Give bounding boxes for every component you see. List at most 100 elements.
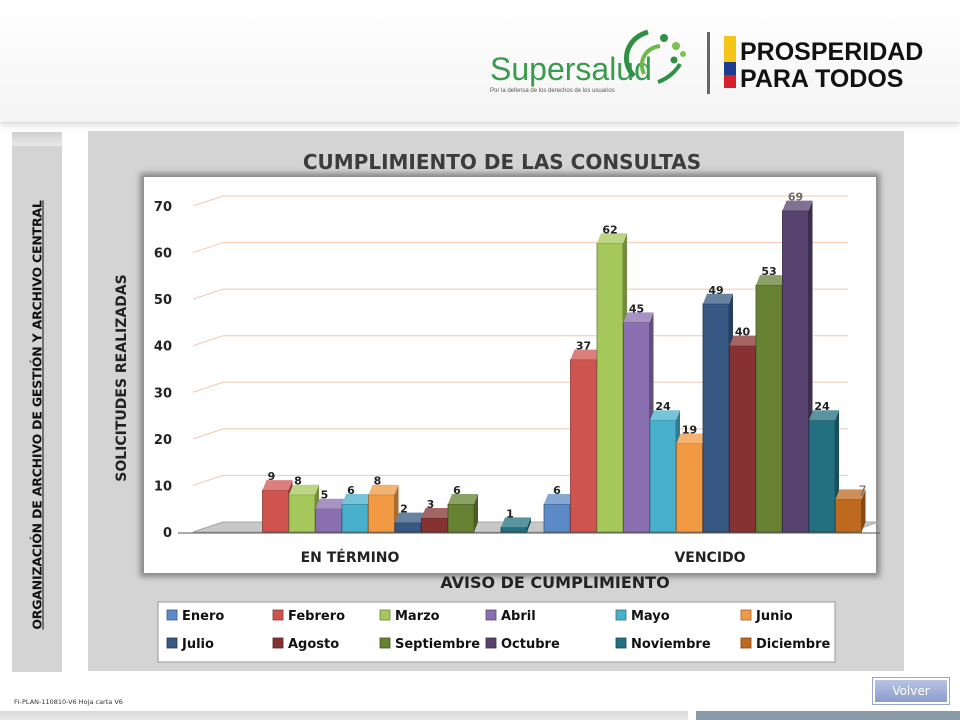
y-tick-label: 60 — [154, 247, 172, 262]
data-label: 2 — [400, 503, 408, 516]
bar-top — [368, 484, 399, 495]
chart-panel: CUMPLIMIENTO DE LAS CONSULTAS SOLICITUDE… — [88, 131, 904, 671]
bar-side — [861, 489, 866, 532]
data-label: 3 — [427, 498, 435, 511]
bar-junio-en-termino — [368, 484, 399, 533]
legend-swatch — [272, 637, 284, 649]
x-tick-labels: EN TÉRMINO VENCIDO — [301, 549, 746, 566]
y-tick-label: 20 — [154, 433, 172, 448]
bar-top — [756, 275, 786, 286]
x-tick-label: EN TÉRMINO — [301, 549, 400, 566]
legend-swatch — [166, 609, 178, 621]
data-label: 6 — [553, 484, 561, 497]
legend-item-mayo: Mayo — [615, 609, 670, 624]
legend-item-junio: Junio — [740, 609, 793, 624]
bar-front — [782, 210, 809, 533]
legend-swatch — [740, 609, 752, 621]
legend-swatch — [615, 609, 627, 621]
legend-item-marzo: Marzo — [379, 609, 440, 624]
data-label: 8 — [374, 475, 382, 488]
y-tick-label: 50 — [154, 293, 172, 308]
data-label: 40 — [735, 326, 751, 339]
bar-top — [729, 335, 760, 346]
bar-front — [755, 284, 783, 533]
legend-box — [157, 601, 836, 663]
bar-front — [676, 443, 703, 533]
bar-top — [650, 410, 680, 421]
bar-enero-vencido — [543, 494, 574, 533]
bar-top — [448, 494, 478, 505]
legend-label: Mayo — [631, 609, 670, 624]
bar-front — [288, 494, 316, 533]
bar-septiembre-vencido — [755, 275, 786, 533]
y-tick-label: 40 — [154, 340, 172, 355]
gridline — [192, 242, 848, 254]
legend-label: Septiembre — [395, 637, 480, 652]
legend-swatch — [166, 637, 178, 649]
bar-abril-en-termino — [315, 498, 346, 533]
x-tick-label: VENCIDO — [674, 550, 745, 566]
supersalud-logo-tagline: Por la defensa de los derechos de los us… — [490, 88, 615, 94]
bars — [262, 200, 866, 533]
data-label: 6 — [453, 484, 461, 497]
bar-front — [808, 419, 836, 533]
bar-front — [729, 345, 756, 533]
bar-top — [544, 494, 574, 505]
legend-label: Enero — [182, 609, 224, 624]
bar-marzo-vencido — [596, 233, 627, 533]
prosperidad-logo: PROSPERIDAD PARA TODOS — [724, 36, 923, 93]
bar-julio-vencido — [702, 293, 733, 533]
bar-noviembre-en-termino — [500, 517, 531, 533]
data-label: 1 — [506, 507, 514, 520]
bar-top — [597, 233, 627, 244]
legend: Enero Febrero Marzo Abril Mayo Junio Julio Agos… — [157, 601, 836, 663]
chart: CUMPLIMIENTO DE LAS CONSULTAS SOLICITUDE… — [114, 150, 880, 663]
bar-front — [315, 508, 342, 533]
bar-top — [289, 484, 319, 495]
data-label: 6 — [347, 484, 355, 497]
bottom-bar-right — [696, 711, 960, 720]
supersalud-logo: Supersalud Por la defensa de los derecho… — [490, 29, 686, 94]
bar-front — [570, 359, 597, 533]
x-axis-label: AVISO DE CUMPLIMIENTO — [440, 573, 669, 592]
prosperidad-line1: PROSPERIDAD — [740, 38, 923, 66]
data-label: 45 — [629, 302, 644, 315]
legend-item-diciembre: Diciembre — [740, 637, 830, 652]
data-label: 19 — [682, 424, 697, 437]
legend-item-agosto: Agosto — [272, 637, 339, 652]
legend-swatch — [485, 609, 497, 621]
data-label: 9 — [268, 470, 276, 483]
bar-front — [835, 498, 862, 533]
data-label: 24 — [814, 400, 830, 413]
bar-side — [474, 494, 478, 532]
bar-top — [809, 410, 839, 421]
legend-label: Abril — [501, 609, 536, 624]
legend-label: Agosto — [288, 637, 339, 652]
bar-junio-vencido — [676, 433, 707, 533]
bar-septiembre-en-termino — [447, 494, 478, 533]
gridline — [192, 195, 848, 207]
data-label: 8 — [294, 475, 302, 488]
bar-top — [395, 512, 425, 523]
bar-noviembre-vencido — [808, 410, 839, 533]
bar-front — [447, 503, 475, 533]
bar-top — [835, 489, 866, 500]
bar-marzo-en-termino — [288, 484, 319, 533]
bar-mayo-en-termino — [341, 494, 372, 533]
data-label: 37 — [576, 340, 591, 353]
legend-label: Junio — [755, 609, 793, 624]
legend-swatch — [379, 637, 391, 649]
bar-octubre-vencido — [782, 200, 813, 533]
legend-item-septiembre: Septiembre — [379, 637, 480, 652]
bar-top — [342, 494, 372, 505]
legend-label: Noviembre — [631, 637, 711, 652]
volver-button[interactable]: Volver — [873, 678, 949, 704]
footer-document-code: FI-PLAN-110810-V6 Hoja carta V6 — [14, 698, 123, 706]
logo-divider — [707, 32, 710, 94]
legend-swatch — [615, 637, 627, 649]
legend-item-octubre: Octubre — [485, 637, 560, 652]
legend-swatch — [272, 609, 284, 621]
gridline — [192, 288, 848, 300]
chart-title: CUMPLIMIENTO DE LAS CONSULTAS — [303, 150, 701, 174]
